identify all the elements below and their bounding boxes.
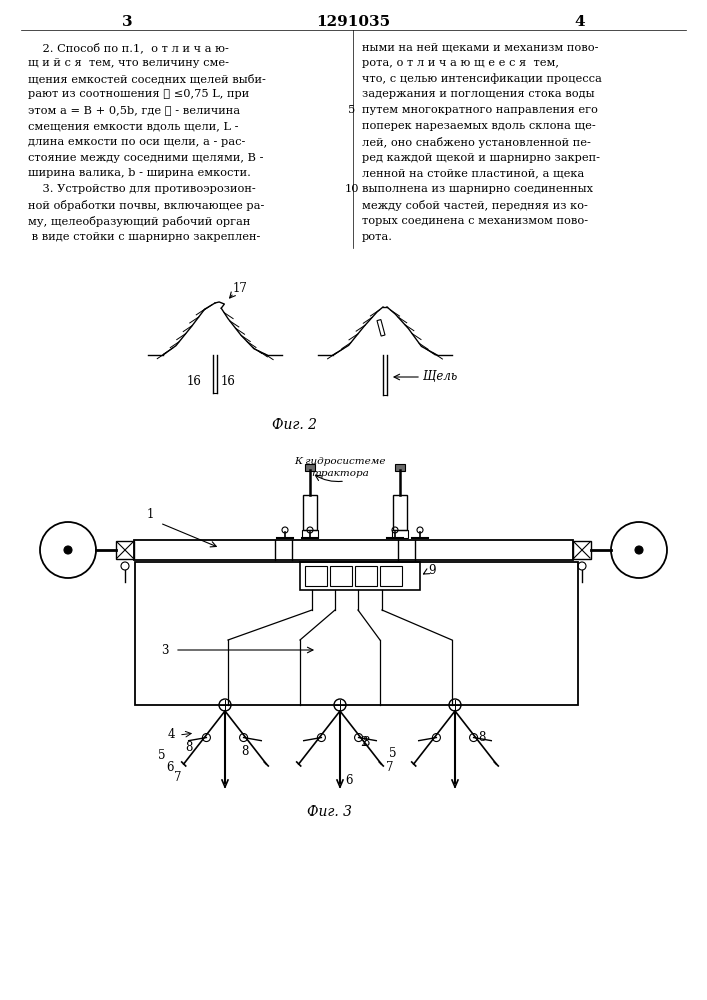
Text: ной обработки почвы, включающее ра-: ной обработки почвы, включающее ра- [28, 200, 264, 211]
Text: ными на ней щеками и механизм пово-: ными на ней щеками и механизм пово- [362, 42, 599, 52]
Text: 5: 5 [349, 105, 356, 115]
Text: рота.: рота. [362, 232, 393, 242]
Text: рают из соотношения ℓ ≤0,75 L, при: рают из соотношения ℓ ≤0,75 L, при [28, 89, 250, 99]
Bar [393, 495, 407, 530]
Text: в виде стойки с шарнирно закреплен-: в виде стойки с шарнирно закреплен- [28, 232, 260, 242]
Text: щения емкостей соседних щелей выби-: щения емкостей соседних щелей выби- [28, 74, 266, 84]
Text: рота, о т л и ч а ю щ е е с я  тем,: рота, о т л и ч а ю щ е е с я тем, [362, 58, 559, 68]
Bar [377, 320, 385, 336]
Text: Фиг. 2: Фиг. 2 [272, 418, 317, 432]
Bar [305, 464, 315, 471]
Text: смещения емкости вдоль щели, L -: смещения емкости вдоль щели, L - [28, 121, 238, 131]
Bar [392, 530, 408, 538]
Text: 17: 17 [233, 282, 248, 294]
Bar [135, 562, 578, 705]
Text: 6: 6 [345, 774, 353, 788]
Text: трактора: трактора [311, 469, 369, 478]
Text: 2: 2 [360, 736, 368, 750]
Bar [380, 566, 402, 586]
Text: 7: 7 [386, 761, 394, 774]
Text: 1291035: 1291035 [317, 15, 390, 29]
Text: Щель: Щель [423, 370, 457, 383]
Text: 6: 6 [166, 761, 174, 774]
Text: 5: 5 [390, 747, 397, 760]
Text: путем многократного направления его: путем многократного направления его [362, 105, 598, 115]
Bar [355, 566, 377, 586]
Bar [395, 464, 405, 471]
Text: 4: 4 [574, 15, 585, 29]
Text: 16: 16 [187, 375, 202, 388]
Text: щ и й с я  тем, что величину сме-: щ и й с я тем, что величину сме- [28, 58, 229, 68]
Text: 9: 9 [428, 564, 436, 576]
Text: ленной на стойке пластиной, а щека: ленной на стойке пластиной, а щека [362, 168, 584, 178]
Text: 10: 10 [345, 184, 359, 194]
Text: поперек нарезаемых вдоль склона ще-: поперек нарезаемых вдоль склона ще- [362, 121, 596, 131]
Text: 5: 5 [158, 749, 165, 762]
Bar [330, 566, 352, 586]
Text: 1: 1 [146, 508, 153, 522]
Bar [573, 541, 591, 559]
Text: задержания и поглощения стока воды: задержания и поглощения стока воды [362, 89, 595, 99]
Bar [302, 530, 318, 538]
Text: 4: 4 [168, 728, 175, 742]
Text: 7: 7 [174, 771, 182, 784]
Text: 8: 8 [479, 731, 486, 744]
Text: стояние между соседними щелями, B -: стояние между соседними щелями, B - [28, 153, 264, 163]
Text: 8: 8 [242, 745, 249, 758]
Text: 3: 3 [161, 644, 169, 656]
Text: торых соединена с механизмом пово-: торых соединена с механизмом пово- [362, 216, 588, 226]
Text: ред каждой щекой и шарнирно закреп-: ред каждой щекой и шарнирно закреп- [362, 153, 600, 163]
Text: 3: 3 [122, 15, 133, 29]
Text: 8: 8 [363, 736, 370, 749]
Text: ширина валика, b - ширина емкости.: ширина валика, b - ширина емкости. [28, 168, 251, 178]
Text: выполнена из шарнирно соединенных: выполнена из шарнирно соединенных [362, 184, 593, 194]
Text: 2. Способ по п.1,  о т л и ч а ю-: 2. Способ по п.1, о т л и ч а ю- [28, 42, 229, 53]
Bar [134, 540, 573, 560]
Bar [300, 562, 420, 590]
Text: этом a = B + 0,5b, где ℓ - величина: этом a = B + 0,5b, где ℓ - величина [28, 105, 240, 115]
Text: что, с целью интенсификации процесса: что, с целью интенсификации процесса [362, 74, 602, 84]
Circle shape [635, 546, 643, 554]
Bar [116, 541, 134, 559]
Bar [303, 495, 317, 530]
Text: между собой частей, передняя из ко-: между собой частей, передняя из ко- [362, 200, 588, 211]
Text: 3. Устройство для противоэрозион-: 3. Устройство для противоэрозион- [28, 184, 256, 194]
Text: му, щелеобразующий рабочий орган: му, щелеобразующий рабочий орган [28, 216, 250, 227]
Text: лей, оно снабжено установленной пе-: лей, оно снабжено установленной пе- [362, 137, 591, 148]
Text: К гидросистеме: К гидросистеме [294, 457, 386, 466]
Text: 16: 16 [221, 375, 236, 388]
Text: Фиг. 3: Фиг. 3 [308, 805, 353, 819]
Circle shape [64, 546, 72, 554]
Bar [305, 566, 327, 586]
Text: 8: 8 [185, 741, 192, 754]
Text: длина емкости по оси щели, a - рас-: длина емкости по оси щели, a - рас- [28, 137, 245, 147]
